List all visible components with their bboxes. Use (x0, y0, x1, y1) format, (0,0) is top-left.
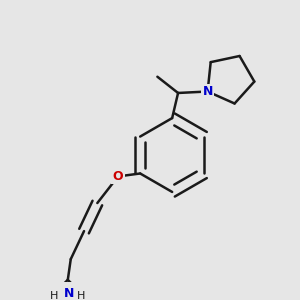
Text: H: H (50, 291, 59, 300)
Text: O: O (113, 170, 123, 183)
Text: H: H (77, 291, 85, 300)
Text: N: N (64, 286, 74, 300)
Text: N: N (202, 85, 213, 98)
